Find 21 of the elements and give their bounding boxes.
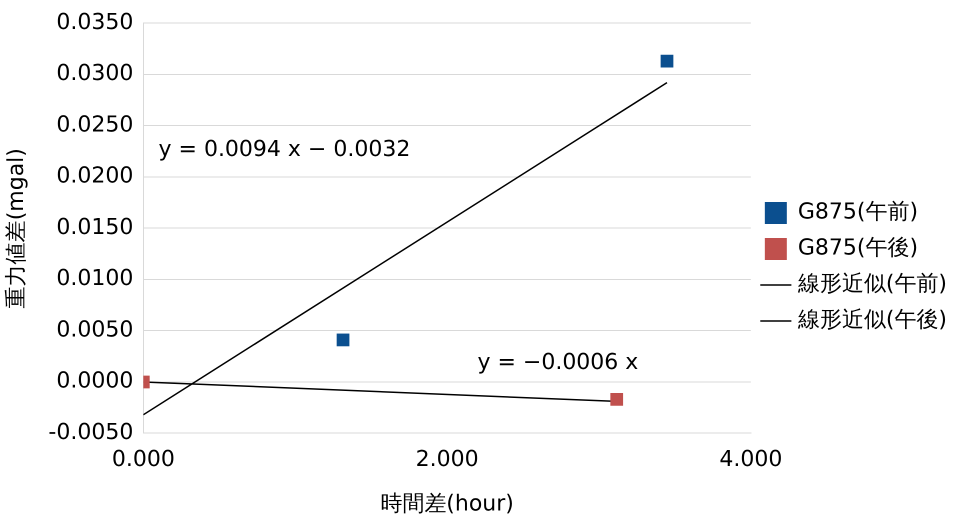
x-tick-label: 2.000 [416,447,479,472]
x-tick-label: 4.000 [719,447,782,472]
legend-label: 線形近似(午前) [796,272,948,297]
annotation: y = −0.0006 x [477,350,638,376]
y-tick-label: 0.0150 [56,214,134,240]
legend-label: G875(午前) [798,200,918,225]
y-tick-label: 0.0300 [56,61,134,86]
legend-label: G875(午後) [798,236,918,261]
x-tick-label: 0.000 [112,447,175,472]
y-tick-label: 0.0000 [56,368,134,394]
y-tick-label: 0.0100 [56,266,134,292]
legend-label: 線形近似(午後) [796,308,948,333]
y-tick-label: 0.0350 [56,10,134,35]
y-tick-label: 0.0050 [56,317,134,342]
point [660,54,674,68]
y-tick-label: -0.0050 [48,420,134,445]
x-axis-title: 時間差(hour) [380,492,514,517]
y-tick-label: 0.0200 [56,164,134,189]
y-axis-title: 重力値差(mgal) [4,148,29,308]
annotation: y = 0.0094 x − 0.0032 [158,137,410,162]
y-tick-label: 0.0250 [56,112,134,138]
